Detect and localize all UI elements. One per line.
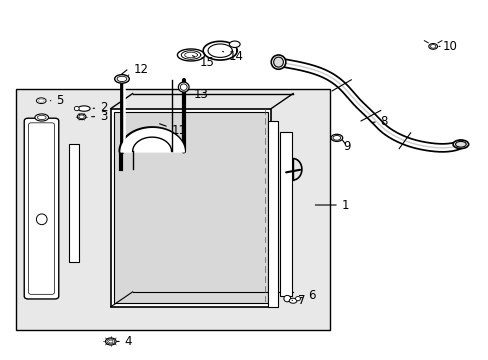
Text: 13: 13 (187, 88, 208, 101)
Bar (279, 132, 291, 296)
Ellipse shape (452, 140, 468, 149)
Text: 5: 5 (50, 94, 63, 107)
Ellipse shape (284, 296, 290, 302)
Bar (111, 109, 271, 307)
Ellipse shape (36, 98, 46, 104)
Ellipse shape (37, 115, 46, 120)
Ellipse shape (108, 340, 113, 343)
Ellipse shape (229, 41, 240, 48)
Ellipse shape (105, 338, 116, 345)
Ellipse shape (117, 76, 126, 82)
Text: 1: 1 (315, 198, 348, 212)
Ellipse shape (77, 114, 86, 120)
Text: 11: 11 (159, 124, 186, 137)
Text: 2: 2 (93, 101, 107, 114)
Text: 3: 3 (91, 110, 107, 123)
Ellipse shape (455, 141, 465, 147)
Ellipse shape (288, 298, 296, 303)
Ellipse shape (332, 135, 340, 140)
Ellipse shape (271, 55, 285, 69)
Bar (114, 112, 267, 303)
Ellipse shape (79, 115, 84, 118)
Ellipse shape (115, 75, 129, 83)
Text: 8: 8 (370, 114, 387, 127)
Text: 9: 9 (342, 140, 350, 153)
FancyBboxPatch shape (29, 123, 54, 294)
Ellipse shape (428, 44, 437, 49)
Ellipse shape (429, 45, 435, 48)
Ellipse shape (295, 296, 300, 301)
Ellipse shape (273, 57, 283, 67)
Text: 6: 6 (300, 288, 315, 302)
Ellipse shape (36, 214, 47, 225)
Ellipse shape (74, 107, 79, 111)
Bar (16, 89, 329, 330)
Ellipse shape (78, 106, 90, 111)
Bar (267, 121, 277, 307)
Ellipse shape (330, 134, 342, 141)
Ellipse shape (178, 82, 189, 92)
Ellipse shape (180, 84, 187, 90)
Text: 7: 7 (291, 294, 305, 307)
Text: 4: 4 (117, 335, 132, 348)
FancyBboxPatch shape (24, 118, 59, 299)
Text: 10: 10 (438, 40, 457, 53)
Bar (69, 144, 79, 262)
FancyArrowPatch shape (285, 170, 300, 172)
Ellipse shape (35, 114, 48, 121)
Text: 12: 12 (128, 63, 149, 76)
Ellipse shape (107, 339, 115, 344)
Text: 15: 15 (192, 55, 214, 69)
Text: 14: 14 (222, 50, 244, 63)
